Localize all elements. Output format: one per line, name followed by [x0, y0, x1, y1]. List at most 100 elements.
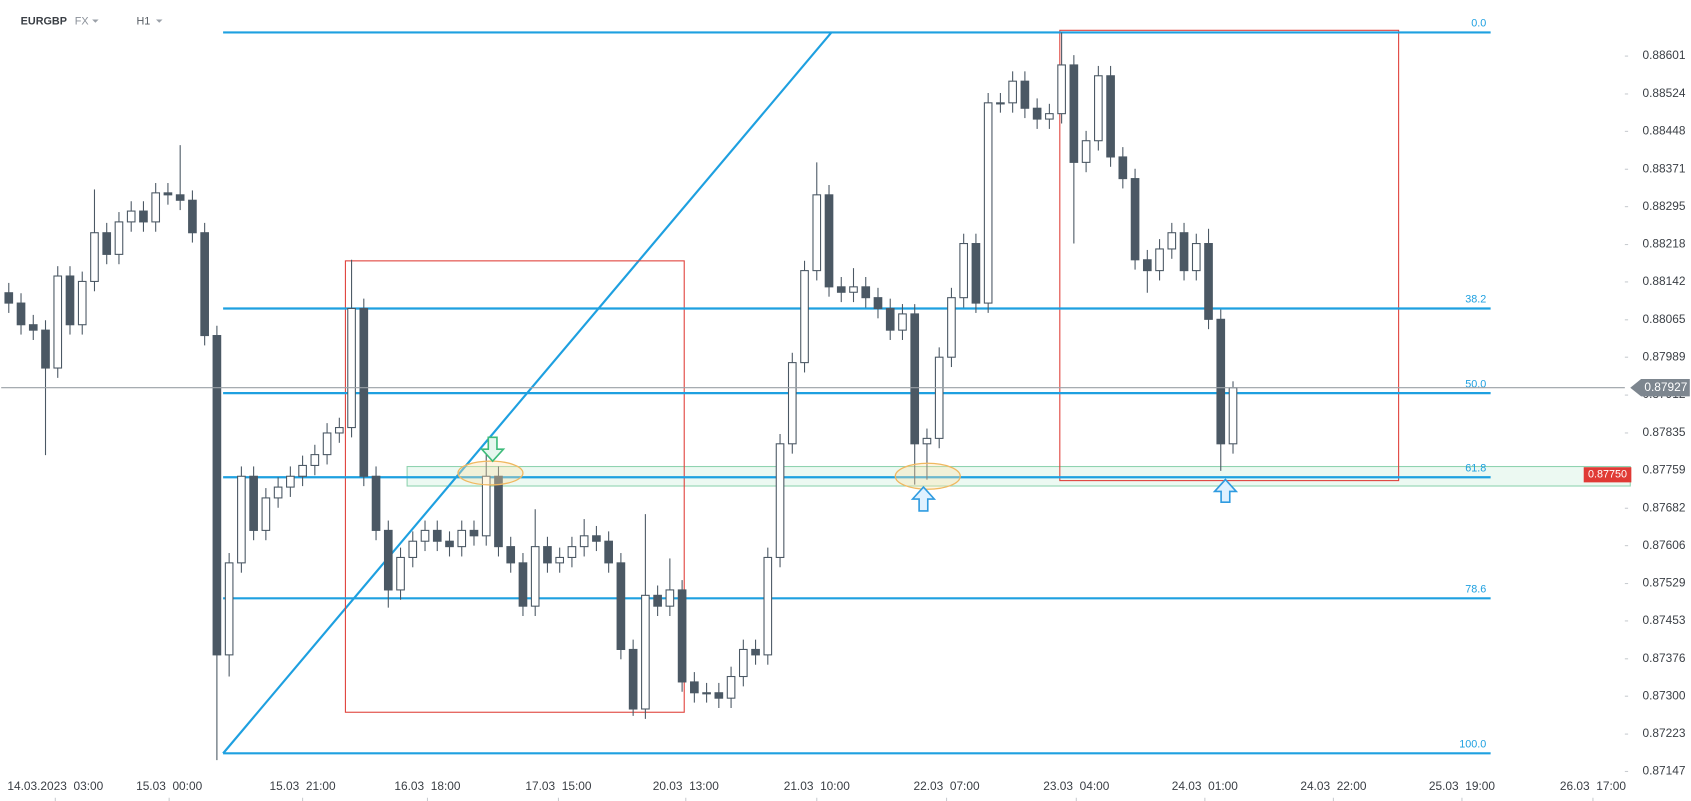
x-tick-label: 23.03 04:00: [1043, 779, 1110, 793]
x-tick-label: 26.03 17:00: [1560, 779, 1627, 793]
up-arrow: [910, 485, 937, 512]
axes: 0.88601 0.88524 0.88448 0.88371 0.88295 0.882…: [1, 48, 1690, 801]
candle-body: [592, 535, 601, 542]
candle-body: [555, 556, 565, 564]
candle-body: [114, 221, 124, 255]
candle-body: [690, 681, 699, 694]
candle-body: [432, 529, 442, 542]
candle-body: [1191, 243, 1201, 272]
candle-body: [151, 192, 161, 223]
candle-body: [408, 540, 418, 558]
candle-body: [1032, 107, 1042, 120]
fib-levels: 0.0 38.2 50.0 61.8 78.6 100.0: [223, 18, 1491, 755]
candle-body: [188, 199, 197, 234]
x-tick-label: 22.03 07:00: [913, 779, 980, 793]
candle-body: [971, 243, 981, 304]
dropdown-caret[interactable]: [92, 19, 99, 23]
candle-body: [494, 475, 503, 548]
y-tick-label: 0.87759: [1642, 463, 1685, 477]
candle-body: [469, 529, 479, 537]
candle-body: [861, 286, 871, 299]
candle-body: [310, 454, 320, 466]
candle-body: [910, 313, 920, 445]
candle-body: [947, 297, 956, 358]
market[interactable]: FX: [75, 16, 89, 28]
symbol[interactable]: EURGBP: [21, 16, 67, 28]
candle-body: [604, 540, 613, 564]
candle-body: [1228, 387, 1238, 445]
candle-body: [1167, 232, 1177, 250]
candle-body: [959, 243, 969, 299]
last-price-label: 0.87927: [1644, 380, 1687, 394]
candle-body: [983, 102, 993, 304]
candle-body: [163, 192, 173, 196]
candle-body: [1057, 64, 1066, 115]
y-tick-label: 0.88065: [1642, 312, 1685, 326]
candle-body: [298, 464, 307, 477]
interval[interactable]: H1: [137, 16, 151, 28]
last-price-tag: [1630, 379, 1690, 397]
candle-body: [420, 529, 430, 542]
candle-body: [1106, 75, 1115, 158]
candle-body: [175, 194, 185, 201]
range-box: [344, 260, 685, 713]
candle-body: [1142, 259, 1152, 272]
candle-body: [371, 475, 381, 531]
candle-body: [653, 594, 662, 607]
candle-body: [224, 562, 234, 656]
x-tick-label: 24.03 22:00: [1300, 779, 1367, 793]
candle-body: [1008, 80, 1017, 104]
y-tick-label: 0.88218: [1642, 237, 1685, 251]
candle-body: [567, 546, 577, 558]
candle-body: [28, 324, 38, 331]
candle-body: [518, 562, 528, 607]
candle-body: [1204, 243, 1213, 320]
candle-body: [714, 692, 724, 699]
fib-label: 50.0: [1465, 378, 1486, 390]
candles: [4, 32, 1238, 761]
candle-body: [359, 307, 369, 477]
candle-body: [812, 194, 822, 272]
candle-body: [53, 275, 63, 369]
candle-body: [787, 362, 797, 445]
y-tick-label: 0.87300: [1642, 688, 1685, 702]
candle-body: [347, 307, 356, 429]
y-tick-label: 0.87223: [1642, 726, 1685, 740]
y-tick-label: 0.87376: [1642, 651, 1685, 665]
candle-body: [16, 302, 26, 326]
annotations-over: [457, 436, 1239, 512]
candle-body: [102, 232, 112, 255]
candle-body: [273, 486, 283, 499]
level-tag-label: 0.87750: [1588, 469, 1627, 481]
candle-body: [836, 286, 846, 293]
candle-body: [322, 432, 332, 456]
candle-body: [1081, 140, 1091, 163]
candle-body: [1155, 248, 1164, 272]
candle-body: [677, 589, 687, 683]
highlight-ellipse: [894, 462, 961, 490]
dropdown-caret[interactable]: [155, 19, 163, 23]
candle-body: [800, 270, 809, 364]
fib-label: 38.2: [1465, 294, 1486, 306]
candle-body: [1179, 232, 1189, 272]
y-tick-label: 0.88448: [1642, 124, 1685, 138]
fib-label: 100.0: [1459, 738, 1486, 750]
candle-body: [286, 475, 295, 488]
candle-body: [1069, 64, 1079, 163]
candle-body: [65, 275, 75, 326]
y-tick-label: 0.87453: [1642, 613, 1685, 627]
candle-body: [200, 232, 209, 337]
down-arrow: [479, 436, 506, 463]
candle-body: [334, 427, 344, 434]
candle-body: [126, 210, 136, 223]
y-tick-label: 0.87682: [1642, 500, 1685, 514]
candle-body: [1118, 156, 1128, 180]
candle-body: [543, 546, 552, 564]
x-tick-label: 24.03 01:00: [1172, 779, 1239, 793]
y-tick-label: 0.87606: [1642, 538, 1685, 552]
y-tick-label: 0.87835: [1642, 425, 1685, 439]
candle-body: [665, 589, 675, 607]
x-tick-label: 25.03 19:00: [1429, 779, 1496, 793]
